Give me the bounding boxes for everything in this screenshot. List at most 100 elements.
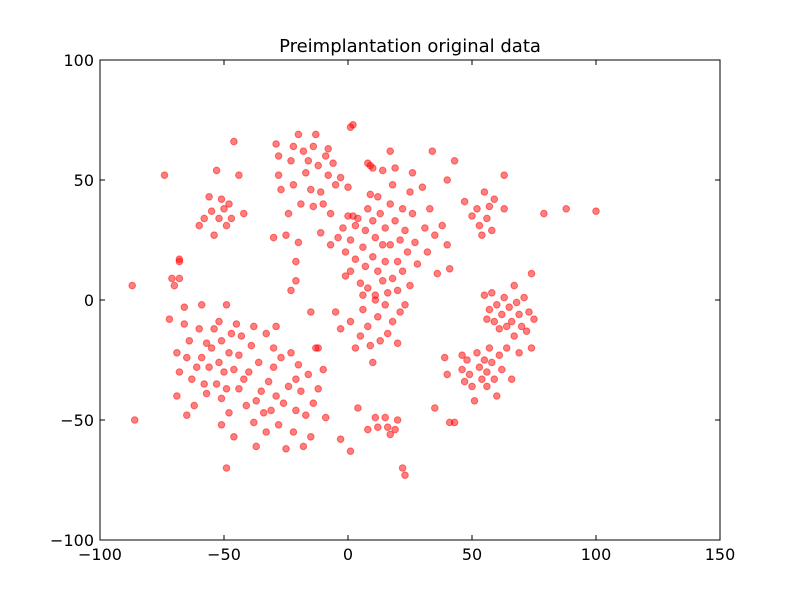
data-point — [210, 231, 218, 239]
data-point — [307, 433, 315, 441]
data-point — [378, 277, 387, 285]
data-point — [351, 255, 360, 264]
data-point — [331, 308, 340, 316]
data-point — [341, 248, 350, 256]
data-point — [299, 147, 308, 155]
data-point — [331, 181, 340, 189]
data-point — [391, 217, 399, 225]
data-point — [522, 327, 531, 336]
data-point — [128, 281, 136, 290]
data-point — [383, 289, 392, 297]
y-tick-label: −100 — [50, 531, 94, 550]
data-point — [175, 257, 184, 266]
data-point — [346, 236, 355, 244]
data-point — [443, 370, 452, 379]
data-point — [369, 252, 377, 261]
data-point — [324, 171, 333, 179]
data-point — [284, 382, 293, 391]
data-point — [510, 281, 519, 290]
data-point — [473, 349, 481, 357]
data-point — [351, 221, 360, 230]
data-point — [386, 241, 395, 249]
data-point — [232, 320, 241, 328]
data-point — [364, 322, 372, 331]
data-point — [309, 399, 318, 408]
x-tick-label: 150 — [705, 545, 736, 564]
data-point — [388, 274, 397, 283]
data-point — [505, 303, 514, 312]
y-tick-label: 0 — [84, 291, 94, 310]
data-point — [292, 375, 300, 384]
data-point — [468, 382, 476, 391]
data-point — [354, 214, 362, 223]
data-point — [309, 202, 318, 211]
data-point — [321, 152, 330, 160]
data-point — [458, 351, 466, 360]
data-point — [302, 169, 310, 177]
data-point — [401, 301, 409, 309]
data-point — [284, 209, 293, 218]
data-point — [294, 238, 303, 247]
data-point — [205, 363, 213, 372]
data-point — [490, 195, 499, 203]
data-point — [289, 428, 298, 436]
data-point — [230, 365, 238, 374]
data-point — [356, 332, 365, 340]
data-point — [185, 337, 194, 345]
data-point — [217, 421, 226, 429]
data-point — [282, 231, 290, 239]
data-point — [374, 313, 382, 321]
data-point — [527, 269, 536, 278]
data-point — [495, 325, 504, 333]
data-point — [344, 183, 352, 191]
data-point — [418, 183, 427, 191]
data-point — [378, 241, 387, 249]
data-point — [225, 409, 233, 417]
data-point — [520, 293, 528, 302]
data-point — [227, 329, 236, 338]
data-point — [406, 281, 414, 290]
data-point — [483, 214, 491, 223]
data-point — [346, 447, 355, 456]
data-point — [254, 358, 263, 367]
x-tick-label: 0 — [343, 545, 353, 564]
data-point — [421, 224, 429, 232]
data-point — [376, 209, 385, 218]
data-point — [371, 296, 380, 304]
data-point — [314, 385, 323, 393]
data-point — [173, 392, 181, 400]
data-point — [344, 212, 352, 220]
data-point — [304, 370, 313, 379]
data-point — [180, 320, 189, 328]
data-point — [222, 301, 231, 309]
data-point — [220, 368, 228, 376]
data-point — [388, 181, 397, 189]
data-point — [369, 217, 377, 225]
data-point — [374, 193, 382, 201]
data-point — [406, 188, 414, 196]
data-point — [272, 322, 280, 331]
data-point — [314, 161, 323, 170]
data-point — [346, 317, 355, 326]
data-point — [207, 207, 216, 215]
data-point — [475, 221, 484, 230]
data-point — [465, 370, 474, 379]
data-point — [195, 325, 203, 333]
x-tick-label: −100 — [78, 545, 122, 564]
data-point — [369, 164, 377, 172]
data-point — [512, 298, 521, 307]
data-point — [222, 464, 231, 472]
data-point — [215, 317, 223, 326]
data-point — [297, 200, 305, 208]
data-point — [498, 310, 506, 319]
data-point — [230, 433, 238, 441]
data-point — [393, 286, 402, 295]
data-point — [374, 267, 382, 276]
data-point — [262, 329, 271, 338]
data-point — [500, 293, 509, 302]
data-point — [438, 221, 447, 230]
data-point — [287, 157, 295, 165]
data-point — [562, 205, 571, 213]
data-point — [200, 380, 208, 388]
data-point — [297, 387, 305, 396]
